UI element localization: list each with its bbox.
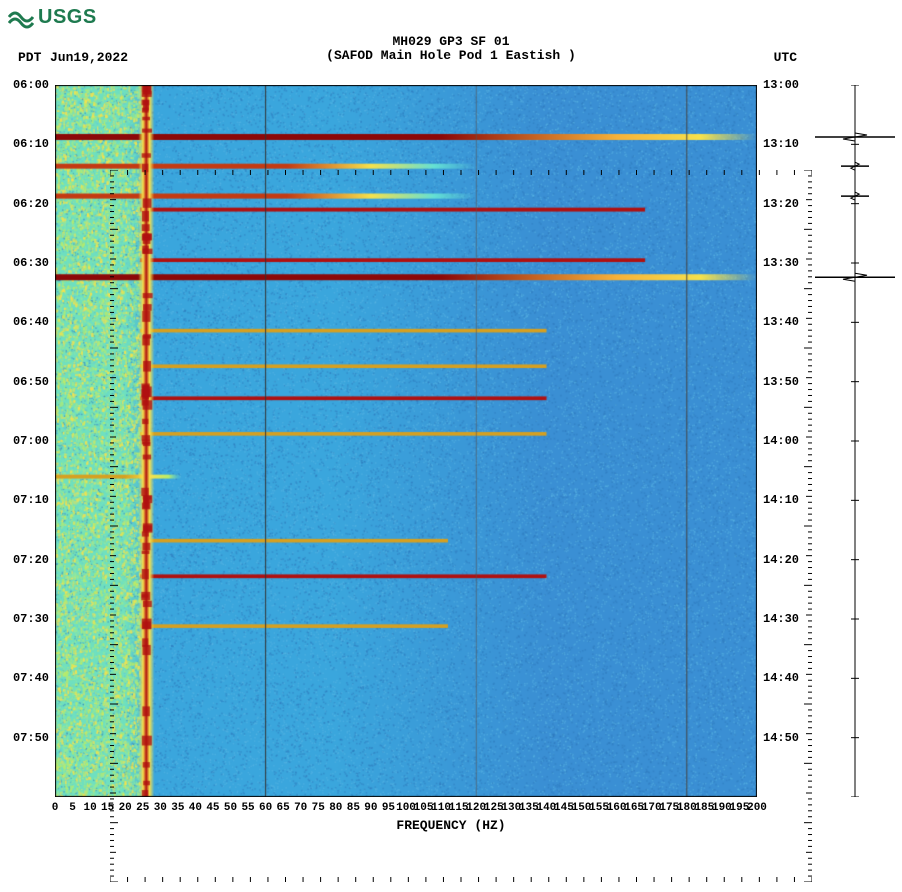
plot-title-line2: (SAFOD Main Hole Pod 1 Eastish ) [0,48,902,63]
y-right-tick-label: 14:00 [763,434,799,448]
x-tick-label: 90 [364,802,377,814]
right-timezone-label: UTC [774,50,797,65]
y-right-tick-label: 13:50 [763,375,799,389]
y-left-tick-label: 07:20 [13,553,49,567]
y-left-tick-label: 06:10 [13,137,49,151]
logo-text: USGS [38,6,97,29]
x-tick-label: 25 [136,802,149,814]
y-left-tick-label: 06:40 [13,315,49,329]
y-right-tick-label: 13:00 [763,78,799,92]
x-tick-label: 200 [747,802,767,814]
x-tick-label: 35 [171,802,184,814]
x-tick-label: 45 [206,802,219,814]
y-right-tick-label: 13:10 [763,137,799,151]
y-left-tick-label: 07:50 [13,731,49,745]
x-tick-label: 5 [69,802,76,814]
amplitude-trace [815,85,895,797]
x-tick-label: 60 [259,802,272,814]
y-right-tick-label: 14:10 [763,493,799,507]
left-timezone-label: PDT [18,50,41,65]
x-tick-label: 15 [101,802,114,814]
x-tick-label: 80 [329,802,342,814]
x-tick-label: 50 [224,802,237,814]
x-axis-label: FREQUENCY (HZ) [0,818,902,833]
y-right-tick-label: 13:20 [763,197,799,211]
y-right-tick-label: 14:30 [763,612,799,626]
x-tick-label: 10 [83,802,96,814]
y-left-tick-label: 06:20 [13,197,49,211]
plot-title-line1: MH029 GP3 SF 01 [0,34,902,49]
y-right-tick-label: 14:20 [763,553,799,567]
y-left-tick-label: 07:00 [13,434,49,448]
y-right-tick-label: 14:50 [763,731,799,745]
x-tick-label: 55 [241,802,254,814]
spectrogram-plot [55,85,757,797]
y-left-tick-label: 07:30 [13,612,49,626]
y-left-tick-label: 07:10 [13,493,49,507]
x-tick-label: 30 [154,802,167,814]
y-right-tick-label: 14:40 [763,671,799,685]
x-tick-label: 70 [294,802,307,814]
x-tick-label: 95 [382,802,395,814]
y-right-tick-label: 13:30 [763,256,799,270]
y-left-tick-label: 07:40 [13,671,49,685]
y-left-tick-label: 06:30 [13,256,49,270]
spectrogram-canvas [55,85,757,797]
usgs-logo: USGS [8,6,97,29]
x-tick-label: 20 [119,802,132,814]
x-tick-label: 75 [312,802,325,814]
x-tick-label: 65 [277,802,290,814]
x-tick-label: 40 [189,802,202,814]
x-tick-label: 0 [52,802,59,814]
y-left-tick-label: 06:50 [13,375,49,389]
y-left-tick-label: 06:00 [13,78,49,92]
y-right-tick-label: 13:40 [763,315,799,329]
x-tick-label: 85 [347,802,360,814]
date-label: Jun19,2022 [50,50,128,65]
